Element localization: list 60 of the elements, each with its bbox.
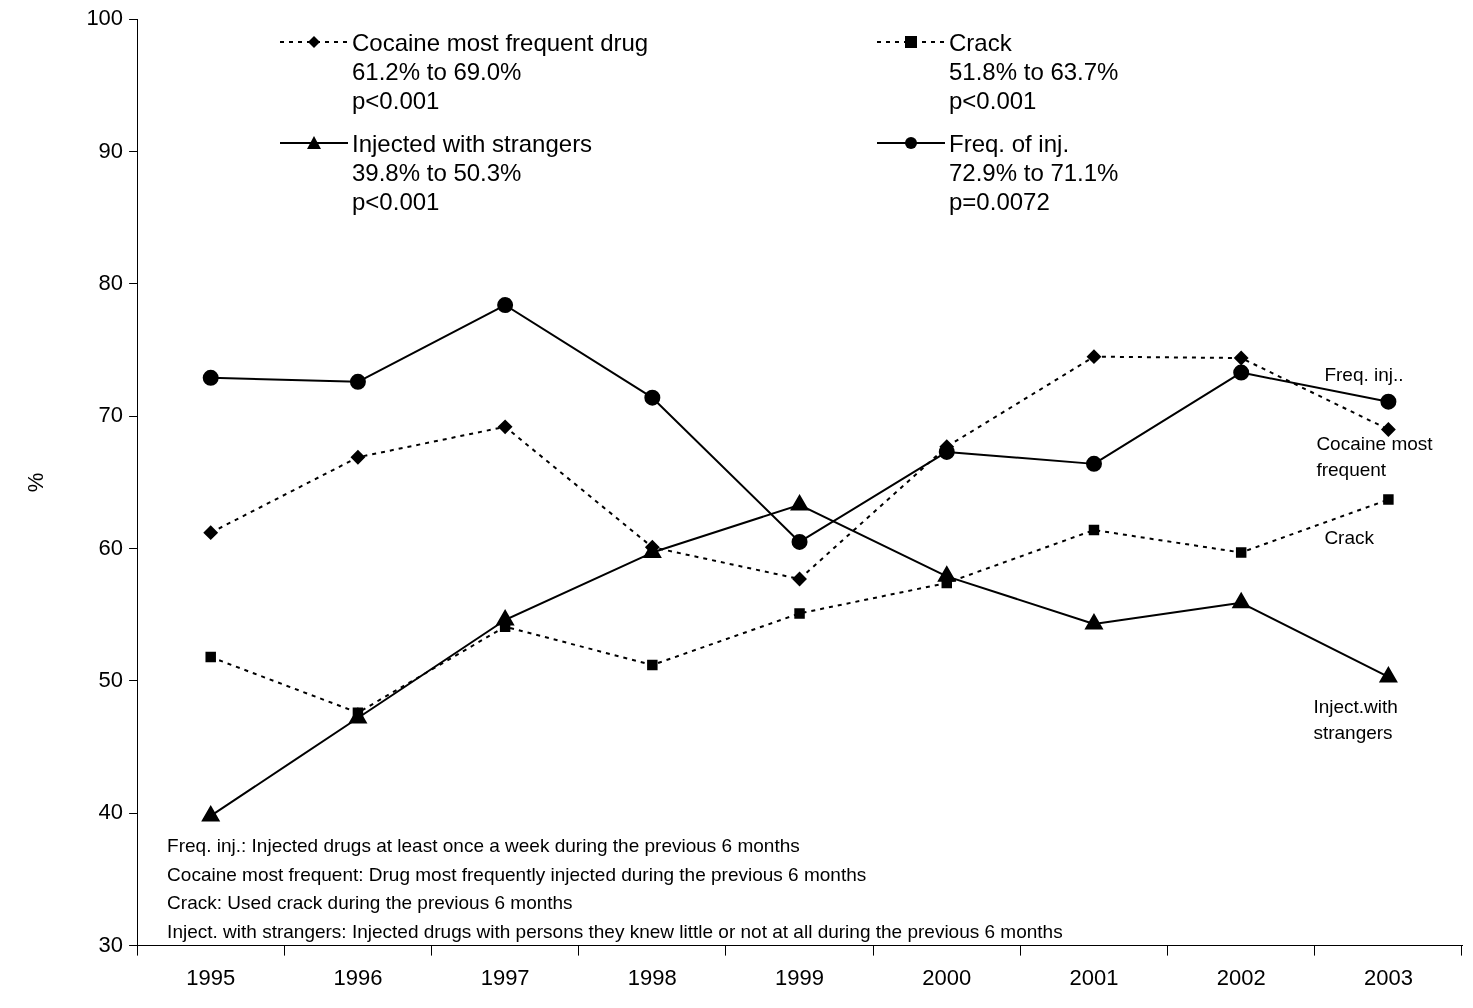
point [1383,494,1394,505]
legend-label: Cocaine most frequent drug [352,29,649,56]
x-tick-label: 1995 [186,964,236,990]
point [1235,547,1247,558]
point [1088,524,1100,536]
x-tick-label: 1999 [775,964,825,990]
y-tick-label: 100 [86,5,124,31]
point [350,450,365,465]
annotation: Cocaine most frequent [1316,432,1434,480]
point [1086,349,1101,364]
point [1232,592,1250,609]
point [497,297,514,314]
point [205,651,216,663]
x-tick-label: 1998 [627,964,677,990]
point [1085,455,1102,472]
legend-label: Freq. of inj. [949,130,1070,157]
point [794,608,805,619]
y-tick-label: 50 [98,666,124,692]
x-tick-label: 2003 [1363,964,1413,990]
point [498,419,513,434]
annotation: 61.2% to 69.0% p<0.001 [352,58,522,114]
y-tick-label: 40 [98,799,124,825]
y-tick-label: 60 [98,534,124,560]
annotation: Cocaine most frequent: Drug most frequently injected during the previous 6 months [167,863,867,885]
annotation: Inject.with strangers [1313,696,1398,744]
x-tick-label: 1997 [480,964,530,990]
x-tick-label: 2002 [1216,964,1266,990]
point [644,389,661,406]
y-tick-label: 70 [98,402,124,428]
annotation: Crack: Used crack during the previous 6 months [167,892,573,914]
point [202,369,219,386]
point [790,494,809,511]
point [349,373,366,390]
annotation: 72.9% to 71.1% p=0.0072 [949,159,1119,215]
annotation: Freq. inj.: Injected drugs at least once a week during the previous 6 months [167,835,800,857]
point [792,572,807,587]
point [1085,614,1103,630]
legend-label: Crack [949,29,1012,56]
x-tick-label: 2001 [1069,964,1119,990]
annotation: Freq. inj.. [1324,363,1404,385]
annotation: Inject. with strangers: Injected drugs with persons they knew little or not at all during the previous 6 months [167,920,1063,942]
point [203,525,218,540]
y-tick-label: 80 [98,269,124,295]
annotation: Crack [1324,526,1375,548]
point [791,533,808,550]
annotation: 39.8% to 50.3% p<0.001 [352,159,522,215]
annotation: 51.8% to 63.7% p<0.001 [949,58,1119,114]
point [201,805,220,822]
point [647,659,658,671]
x-tick-label: 2000 [922,964,972,990]
y-tick-label: 30 [98,931,124,957]
legend-label: Injected with strangers [352,130,593,157]
y-tick-label: 90 [98,137,124,163]
point [1380,393,1397,410]
point [1233,364,1250,381]
point [1379,666,1398,683]
point [1381,422,1396,437]
y-axis-title: % [23,472,49,493]
x-tick-label: 1996 [333,964,383,990]
point [1234,351,1249,365]
